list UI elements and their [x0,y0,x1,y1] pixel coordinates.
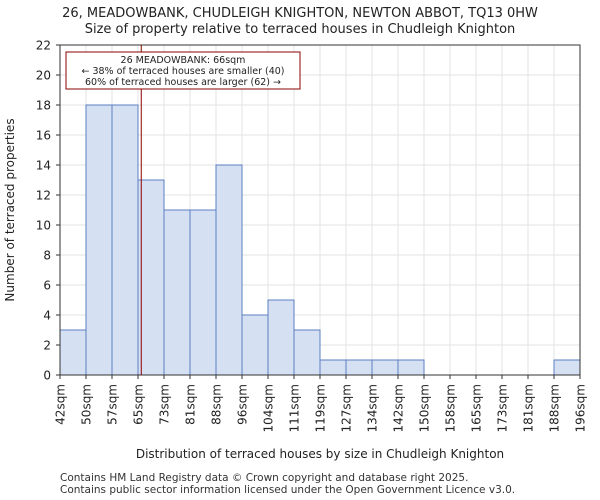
x-tick-label: 188sqm [548,384,562,432]
annotation-line-1: 26 MEADOWBANK: 66sqm [121,55,246,66]
y-tick-label: 0 [43,369,51,383]
chart-subtitle: Size of property relative to terraced ho… [84,22,516,37]
x-tick-label: 104sqm [262,384,276,432]
bar [137,179,165,376]
y-tick-label: 4 [43,309,51,323]
x-tick-label: 73sqm [158,384,172,425]
x-tick-label: 173sqm [496,384,510,432]
y-tick-label: 8 [43,249,51,263]
property-annotation: 26 MEADOWBANK: 66sqm ← 38% of terraced h… [65,51,301,90]
x-tick-label: 42sqm [54,384,68,425]
bar [215,164,243,376]
footer-copyright: Contains HM Land Registry data © Crown c… [60,472,469,484]
x-tick-label: 127sqm [340,384,354,432]
bar [371,359,399,376]
y-tick-label: 20 [36,69,51,83]
x-axis-ticks: 42sqm 50sqm 57sqm 65sqm 73sqm 81sqm 88sqm 96sqm… [54,375,588,432]
bar [553,359,581,376]
bar [345,359,373,376]
y-tick-label: 2 [43,339,51,353]
x-tick-label: 57sqm [106,384,120,425]
x-tick-label: 119sqm [314,384,328,432]
y-axis-ticks: 0 2 4 6 8 10 12 14 16 18 20 22 [36,39,60,383]
bar [111,104,139,376]
x-axis-label: Distribution of terraced houses by size … [136,447,504,461]
annotation-line-3: 60% of terraced houses are larger (62) → [85,77,281,88]
y-tick-label: 10 [36,219,51,233]
y-tick-label: 18 [36,99,51,113]
x-tick-label: 81sqm [184,384,198,425]
x-tick-label: 88sqm [210,384,224,425]
bar [189,209,217,376]
y-tick-label: 6 [43,279,51,293]
bar [163,209,191,376]
bar [241,314,269,376]
y-tick-label: 12 [36,189,51,203]
x-tick-label: 196sqm [574,384,588,432]
x-tick-label: 165sqm [470,384,484,432]
y-tick-label: 22 [36,39,51,53]
bar [293,329,321,376]
x-tick-label: 96sqm [236,384,250,425]
x-tick-label: 50sqm [80,384,94,425]
bar [267,299,295,376]
x-tick-label: 65sqm [132,384,146,425]
x-tick-label: 142sqm [392,384,406,432]
chart-title: 26, MEADOWBANK, CHUDLEIGH KNIGHTON, NEWT… [62,6,538,21]
x-tick-label: 111sqm [288,384,302,432]
x-tick-label: 181sqm [522,384,536,432]
footer-licence: Contains public sector information licen… [60,484,516,496]
y-tick-label: 16 [36,129,51,143]
bar [85,104,113,376]
bar [397,359,425,376]
bar [319,359,347,376]
x-tick-label: 150sqm [418,384,432,432]
x-tick-label: 158sqm [444,384,458,432]
annotation-line-2: ← 38% of terraced houses are smaller (40… [81,66,284,77]
bar [59,329,87,376]
y-tick-label: 14 [36,159,51,173]
bars-group [59,104,581,376]
y-axis-label: Number of terraced properties [3,118,17,301]
x-tick-label: 134sqm [366,384,380,432]
annotation-box [65,51,301,90]
